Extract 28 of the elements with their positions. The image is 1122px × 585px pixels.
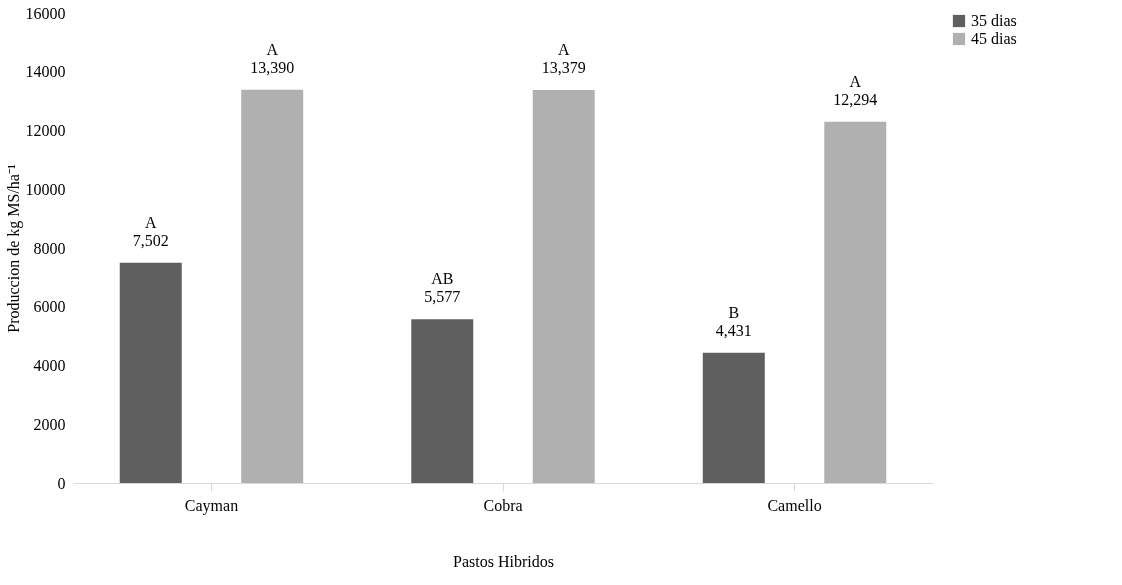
y-tick-label: 8000 <box>33 239 66 257</box>
y-tick-label: 14000 <box>25 63 66 81</box>
data-label: A 13,379 <box>541 40 586 76</box>
y-tick-label: 12000 <box>25 122 66 139</box>
bar <box>119 262 182 483</box>
y-tick-label: 2000 <box>33 415 66 433</box>
data-label: A 12,294 <box>833 72 878 108</box>
y-tick-label: 16000 <box>25 4 66 22</box>
data-label: B 4,431 <box>715 303 752 339</box>
data-label: A 7,502 <box>132 213 169 249</box>
legend-label: 45 dias <box>971 30 1017 47</box>
bar <box>241 89 304 483</box>
bar <box>702 352 765 483</box>
data-label: A 13,390 <box>250 40 295 76</box>
bar <box>411 319 474 483</box>
y-axis-title: Produccion de kg MS/ha⁻¹ <box>4 164 23 333</box>
x-tick-label: Camello <box>767 496 822 514</box>
data-label: AB 5,577 <box>424 270 461 306</box>
y-tick-label: 10000 <box>25 180 66 198</box>
y-tick-label: 4000 <box>33 357 66 374</box>
bar <box>532 89 595 483</box>
legend-label: 35 dias <box>971 12 1017 29</box>
bar <box>824 121 887 483</box>
x-tick-label: Cobra <box>483 496 523 514</box>
x-tick-label: Cayman <box>184 496 239 515</box>
y-tick-label: 0 <box>57 474 66 492</box>
x-axis-title: Pastos Hibridos <box>453 552 554 570</box>
y-tick-label: 6000 <box>33 298 66 316</box>
